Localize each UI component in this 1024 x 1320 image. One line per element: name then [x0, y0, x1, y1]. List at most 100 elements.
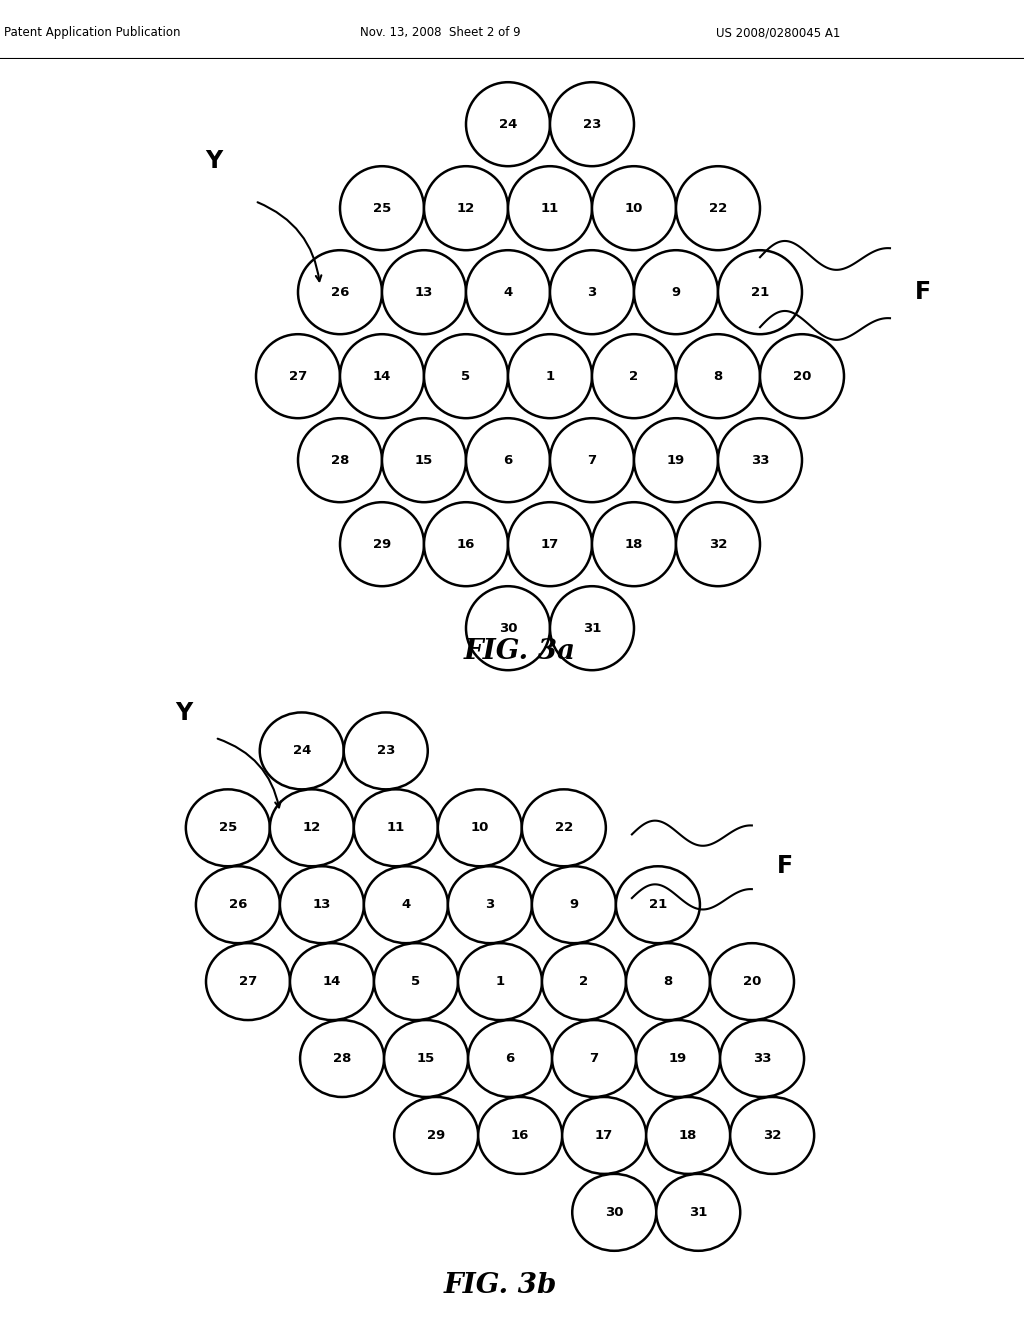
- Circle shape: [550, 586, 634, 671]
- Circle shape: [634, 251, 718, 334]
- Text: 22: 22: [555, 821, 573, 834]
- Text: 9: 9: [672, 285, 681, 298]
- Circle shape: [508, 166, 592, 251]
- Text: 15: 15: [417, 1052, 435, 1065]
- Circle shape: [676, 334, 760, 418]
- Text: 33: 33: [751, 454, 769, 467]
- Ellipse shape: [374, 944, 458, 1020]
- Text: Patent Application Publication: Patent Application Publication: [4, 26, 180, 40]
- Text: 4: 4: [401, 898, 411, 911]
- Text: 13: 13: [415, 285, 433, 298]
- Ellipse shape: [646, 1097, 730, 1173]
- Ellipse shape: [720, 1020, 804, 1097]
- Text: Y: Y: [175, 701, 193, 725]
- Text: 25: 25: [219, 821, 237, 834]
- Text: 10: 10: [625, 202, 643, 215]
- Text: 32: 32: [709, 537, 727, 550]
- Text: 26: 26: [228, 898, 247, 911]
- Text: 20: 20: [793, 370, 811, 383]
- Ellipse shape: [531, 866, 615, 944]
- Text: 28: 28: [333, 1052, 351, 1065]
- Text: 25: 25: [373, 202, 391, 215]
- Ellipse shape: [364, 866, 447, 944]
- Ellipse shape: [290, 944, 374, 1020]
- Ellipse shape: [300, 1020, 384, 1097]
- Text: 21: 21: [751, 285, 769, 298]
- Text: 7: 7: [588, 454, 597, 467]
- Text: FIG. 3a: FIG. 3a: [464, 638, 575, 665]
- Ellipse shape: [280, 866, 364, 944]
- Circle shape: [424, 334, 508, 418]
- Ellipse shape: [438, 789, 522, 866]
- Text: 17: 17: [541, 537, 559, 550]
- Ellipse shape: [344, 713, 428, 789]
- Text: 18: 18: [679, 1129, 697, 1142]
- Text: 18: 18: [625, 537, 643, 550]
- Ellipse shape: [522, 789, 606, 866]
- Text: 29: 29: [427, 1129, 445, 1142]
- Text: 16: 16: [457, 537, 475, 550]
- Ellipse shape: [710, 944, 794, 1020]
- Ellipse shape: [196, 866, 280, 944]
- Text: 2: 2: [630, 370, 639, 383]
- Ellipse shape: [384, 1020, 468, 1097]
- Circle shape: [256, 334, 340, 418]
- Circle shape: [424, 502, 508, 586]
- Circle shape: [592, 502, 676, 586]
- Ellipse shape: [468, 1020, 552, 1097]
- Ellipse shape: [626, 944, 710, 1020]
- Text: 8: 8: [664, 975, 673, 989]
- Text: 20: 20: [742, 975, 761, 989]
- Text: 32: 32: [763, 1129, 781, 1142]
- Text: 23: 23: [583, 117, 601, 131]
- Text: Nov. 13, 2008  Sheet 2 of 9: Nov. 13, 2008 Sheet 2 of 9: [360, 26, 520, 40]
- Text: 21: 21: [649, 898, 667, 911]
- Text: 33: 33: [753, 1052, 771, 1065]
- Text: 13: 13: [312, 898, 331, 911]
- Text: 31: 31: [689, 1206, 708, 1218]
- Circle shape: [466, 82, 550, 166]
- Text: 1: 1: [496, 975, 505, 989]
- Text: F: F: [777, 854, 793, 878]
- Ellipse shape: [615, 866, 700, 944]
- Ellipse shape: [572, 1173, 656, 1251]
- Ellipse shape: [636, 1020, 720, 1097]
- Text: 3: 3: [485, 898, 495, 911]
- Circle shape: [550, 82, 634, 166]
- Text: 6: 6: [506, 1052, 515, 1065]
- Circle shape: [592, 166, 676, 251]
- Text: 12: 12: [303, 821, 321, 834]
- Ellipse shape: [354, 789, 438, 866]
- Circle shape: [298, 251, 382, 334]
- Circle shape: [676, 502, 760, 586]
- Text: 11: 11: [387, 821, 404, 834]
- Text: 6: 6: [504, 454, 513, 467]
- Circle shape: [760, 334, 844, 418]
- Circle shape: [592, 334, 676, 418]
- Text: 1: 1: [546, 370, 555, 383]
- Ellipse shape: [270, 789, 354, 866]
- Text: 10: 10: [471, 821, 489, 834]
- Ellipse shape: [458, 944, 542, 1020]
- Circle shape: [676, 166, 760, 251]
- Text: FIG. 3b: FIG. 3b: [443, 1271, 557, 1299]
- Circle shape: [340, 166, 424, 251]
- Ellipse shape: [478, 1097, 562, 1173]
- Circle shape: [340, 502, 424, 586]
- Text: US 2008/0280045 A1: US 2008/0280045 A1: [716, 26, 841, 40]
- Text: 9: 9: [569, 898, 579, 911]
- Text: F: F: [915, 280, 931, 304]
- Circle shape: [718, 418, 802, 502]
- Circle shape: [634, 418, 718, 502]
- Text: 16: 16: [511, 1129, 529, 1142]
- Circle shape: [466, 418, 550, 502]
- Circle shape: [382, 251, 466, 334]
- Text: 29: 29: [373, 537, 391, 550]
- Ellipse shape: [394, 1097, 478, 1173]
- Text: 27: 27: [239, 975, 257, 989]
- Text: 22: 22: [709, 202, 727, 215]
- Ellipse shape: [185, 789, 270, 866]
- Text: 31: 31: [583, 622, 601, 635]
- Ellipse shape: [552, 1020, 636, 1097]
- Circle shape: [718, 251, 802, 334]
